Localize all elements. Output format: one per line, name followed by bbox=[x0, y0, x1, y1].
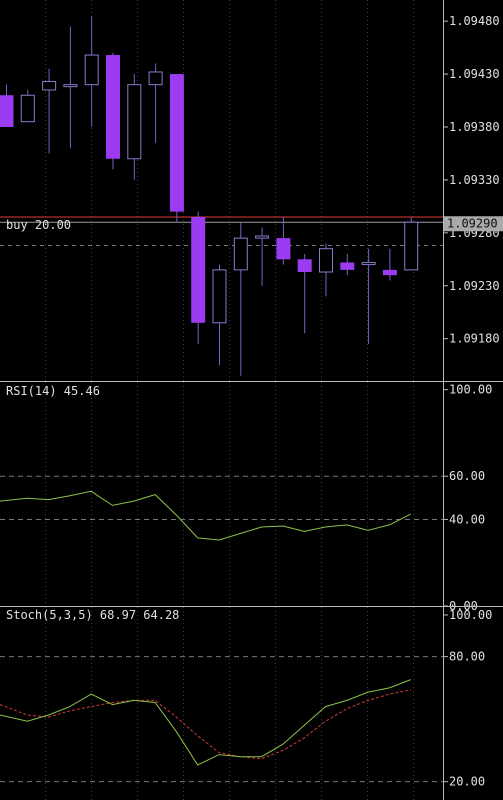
candle[interactable] bbox=[148, 63, 163, 143]
candle-body bbox=[340, 262, 355, 270]
candle[interactable] bbox=[276, 216, 291, 265]
candle[interactable] bbox=[84, 15, 99, 127]
candle-body bbox=[106, 55, 120, 159]
candle[interactable] bbox=[297, 254, 312, 334]
candle[interactable] bbox=[106, 52, 120, 170]
order-label: buy 20.00 bbox=[6, 218, 71, 232]
candle-body bbox=[84, 54, 99, 86]
candle-body bbox=[382, 269, 397, 276]
candle-body bbox=[63, 84, 78, 88]
rsi-levels bbox=[0, 475, 443, 520]
price-tick-label: 1.09180 bbox=[449, 332, 500, 346]
rsi-line bbox=[0, 490, 411, 541]
stoch-grid bbox=[45, 607, 414, 800]
candle[interactable] bbox=[340, 254, 355, 276]
candles[interactable] bbox=[0, 15, 419, 376]
current-price-tag: 1.09290 bbox=[444, 216, 503, 232]
candle[interactable] bbox=[127, 74, 142, 180]
candle-body bbox=[0, 95, 14, 127]
candle-body bbox=[404, 221, 419, 271]
current-price-box bbox=[444, 216, 503, 232]
stoch-levels bbox=[0, 656, 443, 783]
candle[interactable] bbox=[20, 89, 35, 123]
candle-body bbox=[42, 80, 57, 91]
candle-body bbox=[148, 71, 163, 86]
candle-body bbox=[255, 235, 270, 239]
candle[interactable] bbox=[404, 216, 419, 271]
candle[interactable] bbox=[361, 248, 376, 344]
axis-tick-label: 20.00 bbox=[449, 775, 485, 789]
candle-body bbox=[233, 237, 248, 271]
candle[interactable] bbox=[319, 243, 333, 297]
stoch-pane[interactable]: Stoch(5,3,5) 68.97 64.28 100.00 80.00 20.0… bbox=[0, 606, 503, 800]
price-tick-label: 1.09480 bbox=[449, 14, 500, 28]
candle[interactable] bbox=[42, 68, 57, 154]
stoch-main-line bbox=[0, 679, 411, 766]
price-tick-label: 1.09230 bbox=[449, 279, 500, 293]
candle[interactable] bbox=[255, 227, 270, 286]
candle-body bbox=[127, 84, 142, 160]
stoch-signal-line bbox=[0, 689, 411, 760]
axis-tick-label: 80.00 bbox=[449, 650, 485, 664]
candle[interactable] bbox=[191, 211, 206, 344]
candle-body bbox=[20, 94, 35, 123]
candle-body bbox=[361, 261, 376, 266]
candle-body bbox=[297, 259, 312, 272]
candle[interactable] bbox=[233, 222, 248, 376]
candle[interactable] bbox=[63, 26, 78, 149]
rsi-grid bbox=[45, 382, 414, 606]
candle-body bbox=[319, 248, 333, 273]
axis-tick-label: 40.00 bbox=[449, 512, 485, 526]
candle-body bbox=[212, 269, 227, 324]
candle-body bbox=[169, 74, 184, 212]
price-levels bbox=[0, 216, 503, 247]
candle[interactable] bbox=[382, 248, 397, 281]
price-pane[interactable]: buy 20.00 1.09480 1.09430 1.09380 1.09330 1.… bbox=[0, 0, 503, 381]
stoch-axis: 100.00 80.00 20.00 bbox=[443, 608, 492, 789]
price-tick-label: 1.09380 bbox=[449, 120, 500, 134]
stoch-label: Stoch(5,3,5) 68.97 64.28 bbox=[6, 608, 179, 622]
candle-body bbox=[276, 238, 291, 260]
price-tick-label: 1.09330 bbox=[449, 173, 500, 187]
candle-body bbox=[191, 216, 206, 323]
rsi-label: RSI(14) 45.46 bbox=[6, 384, 100, 398]
candle[interactable] bbox=[169, 74, 184, 223]
axis-tick-label: 60.00 bbox=[449, 469, 485, 483]
axis-tick-label: 100.00 bbox=[449, 608, 492, 622]
current-price-value: 1.09290 bbox=[447, 216, 498, 230]
price-tick-label: 1.09430 bbox=[449, 67, 500, 81]
candle[interactable] bbox=[212, 264, 227, 366]
axis-tick-label: 100.00 bbox=[449, 383, 492, 397]
candle[interactable] bbox=[0, 84, 14, 127]
